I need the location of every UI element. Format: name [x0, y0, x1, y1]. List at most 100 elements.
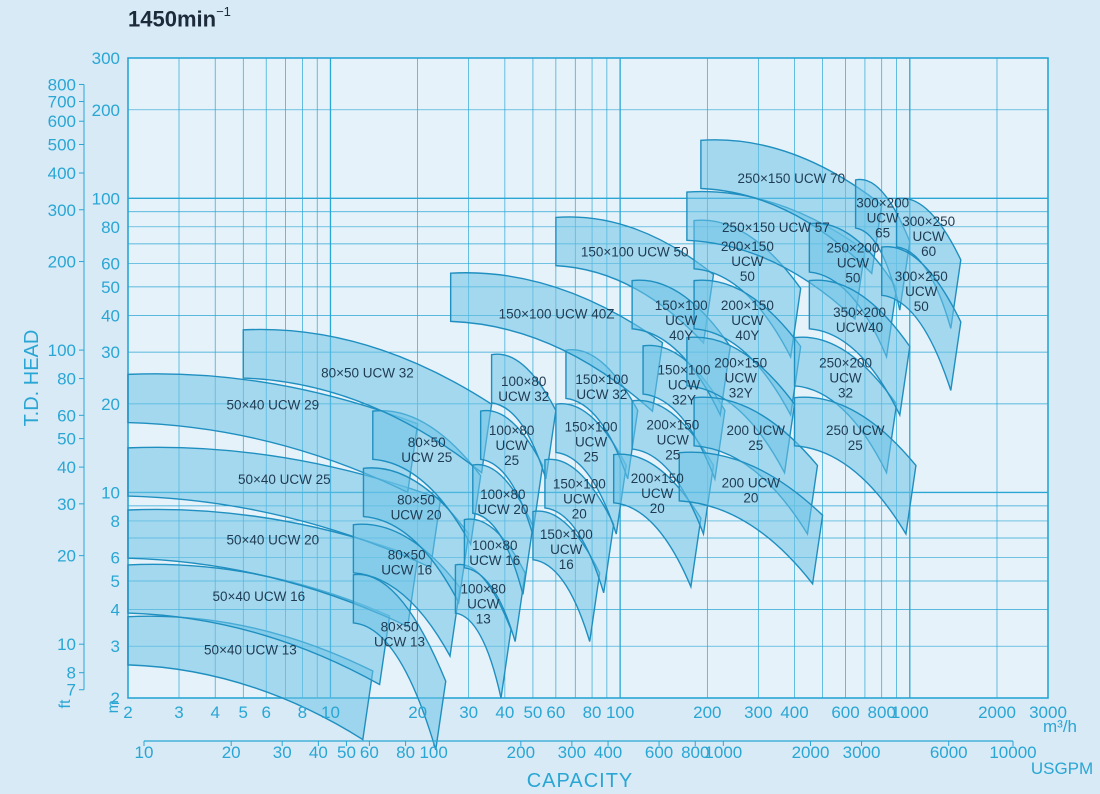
- y-tick-label-ft: 200: [48, 253, 76, 272]
- pump-curve-label: 200×150 UCW 50: [721, 239, 774, 284]
- pump-curve-label: 250×150 UCW 57: [722, 220, 830, 235]
- x-tick-label-m3h: 8: [298, 703, 307, 722]
- pump-curve-label-line: UCW: [913, 229, 945, 244]
- y-tick-label-ft: 30: [57, 495, 76, 514]
- pump-curve-region: [793, 396, 917, 537]
- pump-curve-label-line: UCW: [657, 433, 689, 448]
- pump-curve-label: 150×100 UCW 40Y: [655, 298, 708, 343]
- y-tick-label-ft: 800: [48, 75, 76, 94]
- y-tick-label-ft: 60: [57, 406, 76, 425]
- pump-curve-label-line: UCW 20: [391, 508, 442, 523]
- pump-curve-label-line: UCW: [665, 313, 697, 328]
- pump-curve-label: 100×80 UCW 25: [489, 423, 534, 468]
- pump-curve-label-line: UCW: [731, 313, 763, 328]
- y-tick-label-m: 50: [101, 278, 120, 297]
- pump-curve-label-line: 80×50: [388, 548, 426, 563]
- pump-curve-label: 300×250 UCW 60: [902, 214, 955, 259]
- pump-curve-label-line: 150×100 UCW 40Z: [499, 306, 615, 321]
- y-tick-label-m: 40: [101, 306, 120, 325]
- pump-curve-label-line: 200×150: [721, 239, 774, 254]
- pump-curve-label-line: UCW 32: [576, 387, 627, 402]
- pump-curve-label: 150×100 UCW 32Y: [658, 363, 711, 408]
- pump-curve-label-line: UCW: [550, 542, 582, 557]
- pump-curve-label-line: 350×200: [833, 305, 886, 320]
- pump-curve-region: [127, 563, 391, 686]
- pump-curve-label-line: 100×80: [489, 423, 534, 438]
- pump-curve-label-line: 100×80: [501, 374, 546, 389]
- pump-curve-label-line: UCW: [725, 370, 757, 385]
- x-tick-label-m3h: 40: [495, 703, 514, 722]
- y-tick-label-ft: 8: [67, 664, 76, 683]
- y-tick-label-m: 5: [111, 572, 120, 591]
- pump-curve-label-line: 150×100: [655, 298, 708, 313]
- pump-curve-label: 300×200 UCW 65: [856, 195, 909, 240]
- pump-curve-label: 50×40 UCW 25: [238, 472, 331, 487]
- pump-curve-label: 150×100 UCW 50: [581, 244, 689, 259]
- pump-curve-region: [555, 403, 627, 535]
- pump-curve-label-line: 65: [875, 225, 890, 240]
- pump-curve-label: 80×50 UCW 32: [321, 366, 414, 381]
- x-tick-label-m3h: 100: [606, 703, 634, 722]
- y-axis-title: T.D. HEAD: [21, 330, 43, 427]
- pump-curve-label-line: UCW 20: [477, 502, 528, 517]
- speed-value: 1450min: [128, 6, 217, 32]
- pump-curve-region: [352, 573, 447, 750]
- y-tick-label-ft: 80: [57, 370, 76, 389]
- x-tick-label-usgpm: 60: [360, 743, 379, 762]
- pump-curve-label-line: UCW: [731, 254, 763, 269]
- pump-curve-label-line: 25: [665, 448, 680, 463]
- y-tick-label-ft: 300: [48, 201, 76, 220]
- pump-curve-label-line: 200 UCW: [722, 475, 781, 490]
- pump-curve-label: 200×150 UCW 40Y: [721, 298, 774, 343]
- x-tick-label-m3h: 50: [523, 703, 542, 722]
- pump-curve-label-line: 100×80: [472, 538, 517, 553]
- pump-curve-label-line: UCW: [575, 434, 607, 449]
- y-tick-label-ft: 10: [57, 635, 76, 654]
- speed-exponent: −1: [216, 4, 231, 19]
- x-tick-label-m3h: 5: [239, 703, 248, 722]
- y-tick-label-m: 300: [92, 49, 120, 68]
- pump-curve-label: 250 UCW 25: [826, 423, 885, 453]
- pump-curve-region: [544, 458, 615, 594]
- pump-curve-label: 50×40 UCW 29: [226, 398, 319, 413]
- pump-curve-label-line: 32Y: [729, 385, 753, 400]
- y-tick-label-ft: 7: [67, 681, 76, 700]
- pump-curve-label-line: UCW: [668, 378, 700, 393]
- pump-curve-label: 350×200 UCW40: [833, 305, 886, 335]
- pump-curve-label-line: 40Y: [735, 328, 759, 343]
- pump-curve-label-line: UCW 25: [401, 450, 452, 465]
- speed-heading: 1450min−1: [128, 4, 231, 32]
- y-tick-label-ft: 100: [48, 341, 76, 360]
- pump-curve-label-line: 150×100: [565, 419, 618, 434]
- x-axis-title: CAPACITY: [527, 770, 634, 792]
- pump-curve-label-line: 80×50: [408, 435, 446, 450]
- pump-curve-label-line: 50: [740, 269, 755, 284]
- pump-curve-label: 50×40 UCW 16: [212, 589, 305, 604]
- pump-curve-label-line: 80×50: [381, 619, 419, 634]
- pump-curve-label-line: 20: [572, 507, 587, 522]
- pump-curve-label-line: 150×100: [658, 363, 711, 378]
- pump-curve-label: 50×40 UCW 20: [226, 532, 319, 547]
- pump-curve-region: [678, 451, 824, 586]
- x-tick-label-m3h: 6: [261, 703, 270, 722]
- pump-curve-label-line: UCW 16: [381, 563, 432, 578]
- x-tick-label-m3h: 200: [693, 703, 721, 722]
- pump-curve-label-line: 50: [845, 271, 860, 286]
- x-tick-label-m3h: 80: [583, 703, 602, 722]
- y-tick-label-m: 100: [92, 189, 120, 208]
- x-tick-label-usgpm: 80: [396, 743, 415, 762]
- pump-curve-label: 100×80 UCW 13: [460, 582, 505, 627]
- pump-curve-label-line: 32Y: [672, 393, 696, 408]
- x-tick-label-usgpm: 30: [273, 743, 292, 762]
- y2-unit-label: ft: [57, 699, 74, 708]
- pump-curve-label: 150×100 UCW 32: [575, 372, 628, 402]
- y-tick-label-m: 2: [111, 689, 120, 708]
- x-tick-label-m3h: 3000: [1029, 703, 1067, 722]
- pump-curve-label: 150×100 UCW 25: [565, 419, 618, 464]
- pump-curve-label: 80×50 UCW 25: [401, 435, 452, 465]
- pump-curve-label: 150×100 UCW 40Z: [499, 306, 615, 321]
- pump-curve-label-line: UCW: [563, 492, 595, 507]
- pump-curve-label: 80×50 UCW 13: [374, 619, 425, 649]
- pump-curve-label-line: 25: [748, 438, 763, 453]
